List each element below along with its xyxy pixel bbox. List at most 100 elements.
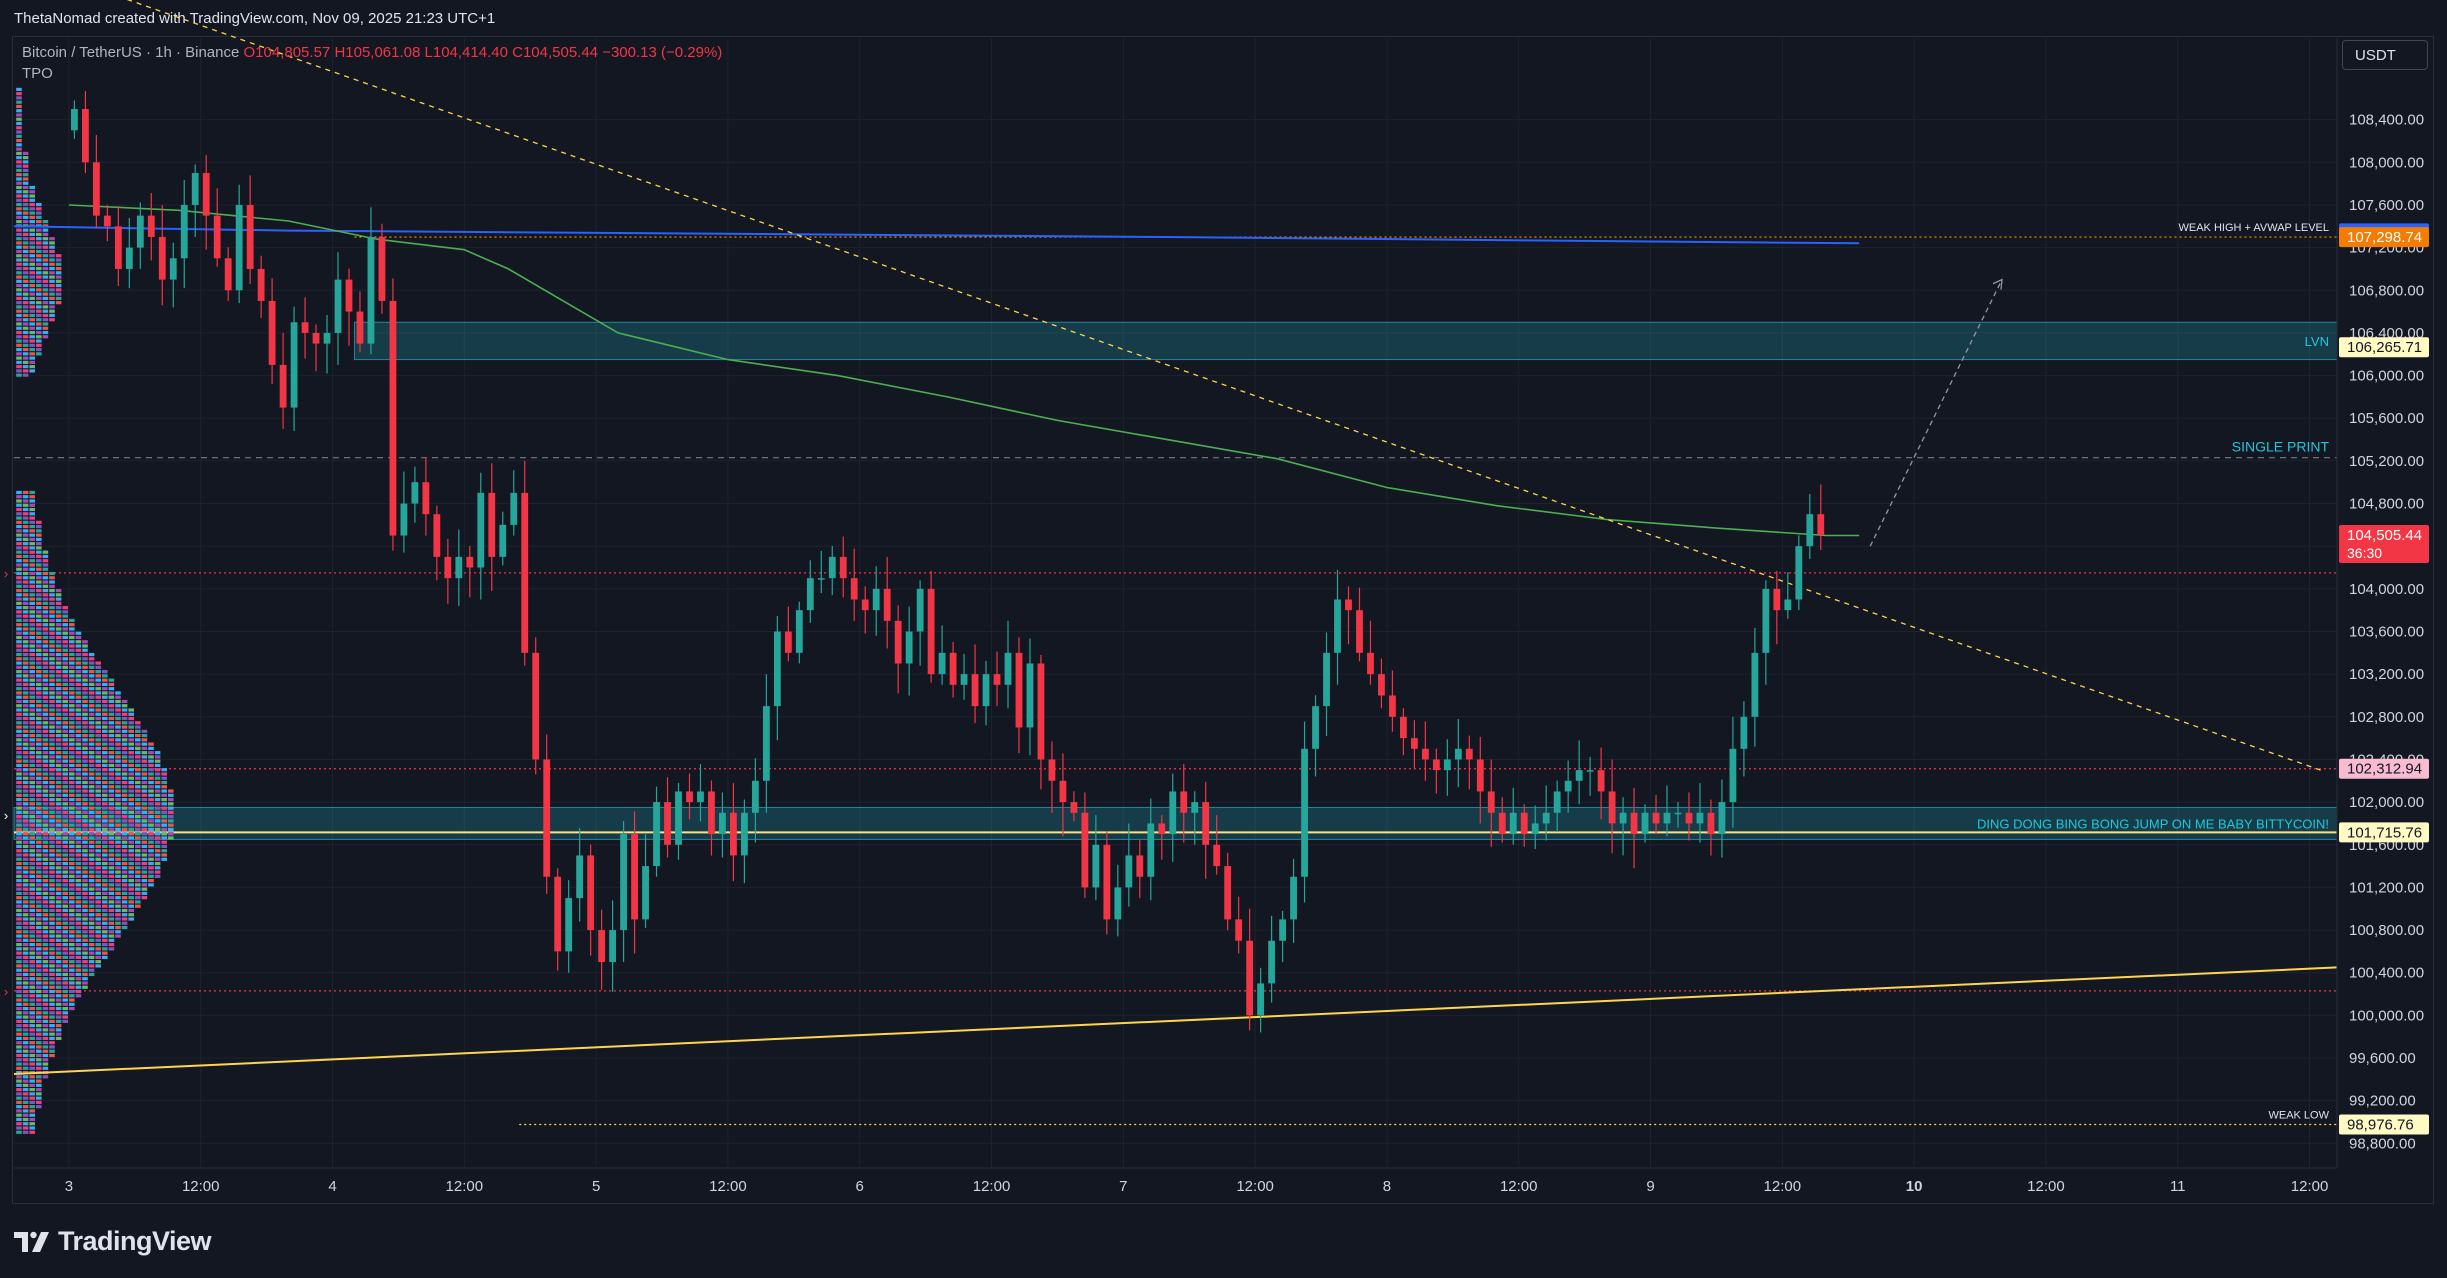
tpo-cell	[154, 844, 161, 849]
tpo-cell	[55, 1002, 62, 1006]
candle-body	[1345, 599, 1352, 611]
tpo-cell	[121, 776, 128, 780]
tpo-cell	[29, 1105, 35, 1109]
tpo-cell	[55, 844, 62, 849]
tpo-cell	[141, 759, 148, 763]
tpo-cell	[49, 1041, 55, 1045]
tpo-cell	[108, 751, 115, 755]
tpo-cell	[115, 934, 121, 938]
tpo-cell	[16, 802, 22, 806]
tpo-cell	[49, 237, 55, 241]
tpo-cell	[29, 623, 35, 627]
tpo-cell	[22, 211, 29, 215]
tpo-cell	[16, 533, 22, 537]
candle-body	[367, 236, 375, 344]
candle-body	[235, 204, 243, 291]
tradingview-logo-icon	[14, 1231, 49, 1252]
tpo-cell	[22, 977, 29, 981]
tpo-cell	[16, 173, 22, 177]
tpo-cell	[62, 776, 68, 780]
tpo-cell	[29, 857, 35, 861]
tpo-cell	[134, 887, 141, 891]
tpo-cell	[29, 1024, 35, 1028]
tpo-cell	[88, 802, 95, 806]
tpo-cell	[16, 232, 22, 237]
tpo-cell	[22, 1011, 29, 1015]
candle-body	[1630, 812, 1638, 835]
tpo-cell	[16, 92, 22, 96]
tpo-cell	[42, 1075, 49, 1079]
tpo-cell	[29, 1113, 35, 1117]
candle-154	[1762, 580, 1770, 685]
candle-29	[389, 278, 397, 551]
tpo-cell	[141, 772, 148, 776]
currency-button[interactable]: USDT	[2342, 40, 2428, 70]
tpo-cell	[35, 550, 42, 554]
tpo-cell	[35, 840, 42, 844]
tpo-cell	[16, 887, 22, 891]
tpo-cell	[16, 806, 22, 810]
tpo-cell	[16, 891, 22, 896]
x-tick-label-8: 7	[1119, 1178, 1127, 1195]
tpo-cell	[82, 942, 88, 947]
candle-body	[1784, 599, 1792, 611]
tpo-cell	[121, 810, 128, 814]
tpo-cell	[115, 789, 121, 793]
tpo-cell	[75, 938, 82, 942]
tpo-cell	[75, 925, 82, 930]
tpo-cell	[115, 900, 121, 904]
tpo-cell	[16, 861, 22, 866]
tpo-cell	[62, 802, 68, 806]
tpo-cell	[95, 840, 101, 844]
indicator-legend[interactable]: TPO	[22, 65, 53, 82]
tpo-cell	[68, 823, 75, 827]
tpo-cell	[75, 883, 82, 887]
tpo-cell	[55, 712, 62, 716]
tpo-cell	[16, 810, 22, 814]
tpo-cell	[16, 674, 22, 678]
candle-125	[1443, 739, 1451, 796]
candle-120	[1389, 670, 1396, 732]
tpo-cell	[121, 823, 128, 827]
tpo-cell	[35, 947, 42, 951]
tpo-cell	[29, 601, 35, 605]
tpo-cell	[154, 772, 161, 776]
tpo-cell	[128, 870, 134, 874]
symbol-name[interactable]: Bitcoin / TetherUS · 1h · Binance	[22, 44, 240, 61]
tpo-cell	[101, 695, 108, 699]
tpo-cell	[22, 925, 29, 930]
tpo-cell	[75, 648, 82, 652]
y-tick-label-20: 106,800.00	[2349, 282, 2424, 299]
candle-body	[1586, 770, 1594, 772]
tpo-cell	[16, 126, 22, 130]
tpo-cell	[22, 780, 29, 785]
tpo-cell	[68, 687, 75, 691]
tpo-cell	[75, 981, 82, 985]
tpo-cell	[88, 972, 95, 977]
tpo-cell	[75, 674, 82, 678]
tpo-cell	[16, 580, 22, 584]
tpo-cell	[42, 964, 49, 968]
candle-131	[1509, 787, 1517, 845]
candle-25	[345, 268, 353, 346]
tpo-cell	[42, 661, 49, 665]
tpo-cell	[154, 819, 161, 823]
tpo-cell	[115, 930, 121, 934]
tpo-cell	[16, 640, 22, 644]
tpo-cell	[75, 896, 82, 900]
tpo-cell	[82, 763, 88, 768]
tpo-cell	[29, 836, 35, 840]
tpo-cell	[16, 759, 22, 763]
tpo-cell	[49, 785, 55, 789]
tpo-cell	[22, 908, 29, 913]
tpo-cell	[42, 237, 49, 241]
tpo-cell	[75, 960, 82, 964]
tpo-cell	[88, 947, 95, 951]
candle-32	[422, 457, 430, 536]
candle-body	[664, 802, 671, 845]
tpo-cell	[148, 755, 154, 759]
tpo-cell	[49, 1006, 55, 1011]
tpo-cell	[108, 942, 115, 947]
tpo-cell	[101, 716, 108, 721]
